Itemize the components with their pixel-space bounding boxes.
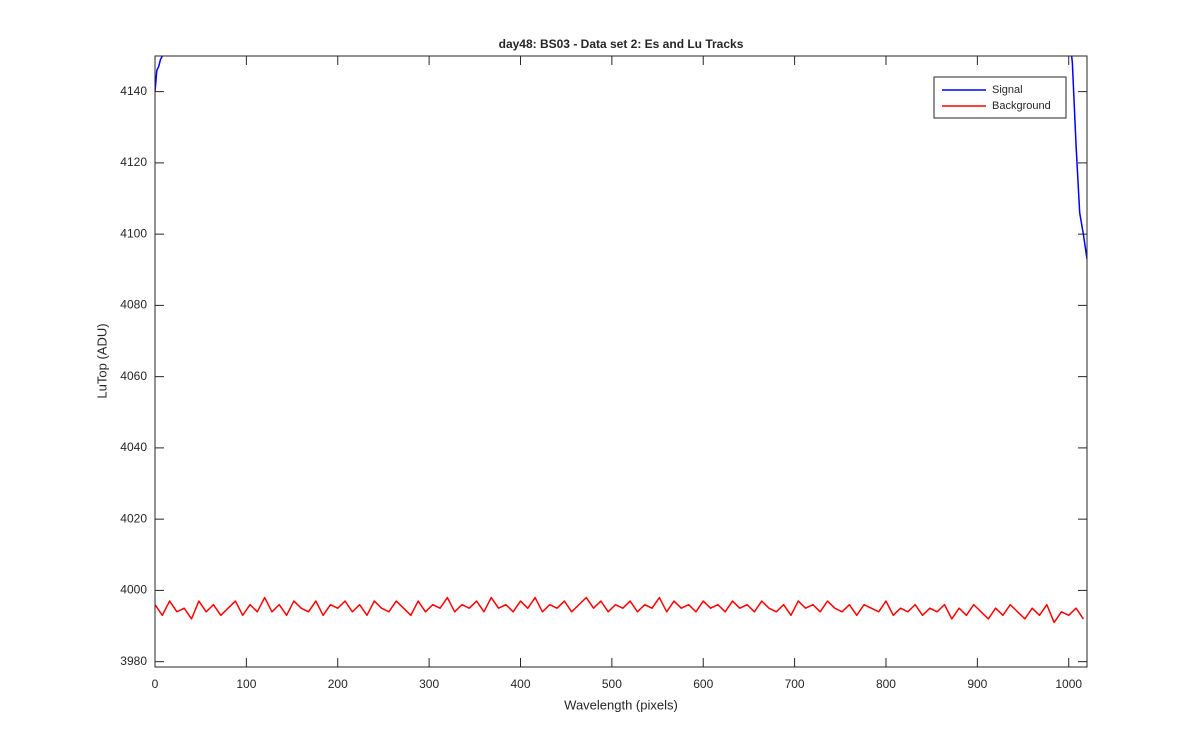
x-tick-label: 800: [876, 677, 896, 691]
plot-area: [155, 56, 1087, 667]
y-tick-label: 4040: [120, 440, 147, 454]
x-tick-label: 700: [785, 677, 805, 691]
axes-box: [154, 55, 1088, 668]
x-axis-label: Wavelength (pixels): [564, 697, 678, 712]
series-line: [155, 56, 1087, 260]
x-tick-label: 200: [328, 677, 348, 691]
y-tick-label: 4140: [120, 84, 147, 98]
legend-label: Signal: [992, 84, 1023, 96]
x-tick-label: 0: [152, 677, 159, 691]
y-axis-label: LuTop (ADU): [94, 323, 109, 398]
plot-lines: [155, 56, 1087, 624]
y-tick-label: 4020: [120, 511, 147, 525]
y-tick-label: 4000: [120, 583, 147, 597]
chart-title: day48: BS03 - Data set 2: Es and Lu Trac…: [499, 37, 744, 51]
legend-box: [933, 76, 1067, 119]
y-tick-label: 4120: [120, 155, 147, 169]
x-tick-label: 600: [693, 677, 713, 691]
x-tick-label: 300: [419, 677, 439, 691]
y-tick-label: 3980: [120, 654, 147, 668]
x-tick-label: 400: [510, 677, 530, 691]
y-tick-label: 4080: [120, 298, 147, 312]
x-tick-label: 900: [967, 677, 987, 691]
y-tick-label: 4060: [120, 369, 147, 383]
y-tick-label: 4100: [120, 226, 147, 240]
x-tick-label: 1000: [1055, 677, 1082, 691]
x-tick-label: 500: [602, 677, 622, 691]
series-line: [155, 596, 1084, 624]
x-tick-label: 100: [236, 677, 256, 691]
legend-label: Background: [992, 100, 1051, 112]
